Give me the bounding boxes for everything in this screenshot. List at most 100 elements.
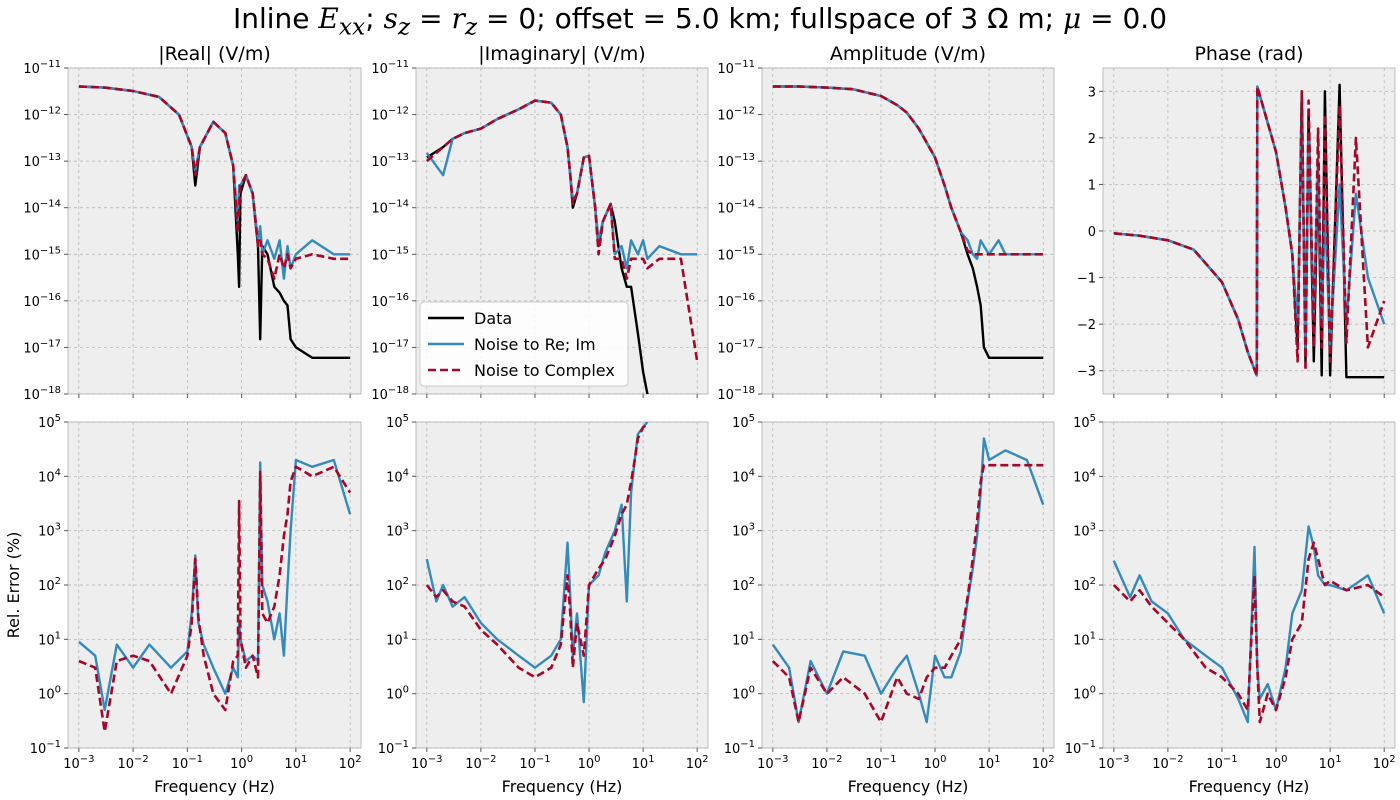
y-axis-label: Rel. Error (%) <box>4 532 23 639</box>
legend: Data Noise to Re; Im Noise to Complex <box>419 301 629 387</box>
series-noise-complex-line <box>78 85 351 280</box>
x-axis <box>1113 394 1385 398</box>
y-tick-label: 100 <box>386 685 409 703</box>
y-tick-label: 100 <box>38 685 61 703</box>
series-noise-complex-line <box>78 465 352 733</box>
panel-title: Amplitude (V/m) <box>830 43 986 65</box>
series-group <box>425 422 649 704</box>
y-tick-label: 10−18 <box>717 385 755 403</box>
x-tick-label: 102 <box>1032 754 1055 772</box>
y-tick-label: 10−18 <box>23 385 61 403</box>
series-noise-complex-line <box>425 423 649 679</box>
y-tick-label: 10−1 <box>1065 739 1096 757</box>
y-axis: −3 −2 −1 0 1 2 3 <box>1077 85 1103 380</box>
x-tick-label: 100 <box>230 754 253 772</box>
panel-1: 10−18 10−17 10−16 10−15 10−14 10−13 10−12 10−11… <box>23 43 362 403</box>
y-tick-label: 10−11 <box>371 59 409 77</box>
y-tick-label: 104 <box>1073 467 1096 485</box>
y-tick-label: 10−12 <box>371 106 409 124</box>
x-tick-label: 10−1 <box>519 754 550 772</box>
y-axis: 10−18 10−17 10−16 10−15 10−14 10−13 10−12 10−11 <box>23 59 68 403</box>
x-tick-label: 10−3 <box>757 754 788 772</box>
y-tick-label: 10−11 <box>23 59 61 77</box>
series-group <box>1113 83 1386 379</box>
y-tick-label: 10−17 <box>23 338 61 356</box>
x-axis-label: Frequency (Hz) <box>502 777 623 796</box>
x-tick-label: 10−1 <box>172 754 203 772</box>
x-tick-label: 102 <box>686 754 709 772</box>
x-tick-label: 102 <box>339 754 362 772</box>
x-tick-label: 10−1 <box>865 754 896 772</box>
y-tick-label: 102 <box>732 576 755 594</box>
y-tick-label: 10−13 <box>23 152 61 170</box>
figure-title: Inline Exx; sz = rz = 0; offset = 5.0 km… <box>232 2 1168 41</box>
y-tick-label: 101 <box>386 630 409 648</box>
panel-3: 10−18 10−17 10−16 10−15 10−14 10−13 10−12 10−11… <box>717 43 1055 403</box>
y-axis: 10−18 10−17 10−16 10−15 10−14 10−13 10−12 10−11 <box>371 59 416 403</box>
y-tick-label: 2 <box>1088 132 1096 147</box>
legend-label: Data <box>474 309 512 328</box>
x-tick-label: 10−1 <box>1206 754 1237 772</box>
series-group <box>772 85 1044 359</box>
x-axis <box>78 394 351 398</box>
y-tick-label: −3 <box>1077 365 1096 380</box>
series-noise-complex-line <box>771 463 1044 724</box>
y-axis: 10−1 100 101 102 103 104 105 <box>1065 413 1103 757</box>
y-tick-label: 10−1 <box>378 739 409 757</box>
y-tick-label: 105 <box>1073 413 1096 431</box>
series-group <box>425 99 699 394</box>
x-tick-label: 100 <box>924 754 947 772</box>
y-tick-label: 10−1 <box>30 739 61 757</box>
panel-title: Phase (rad) <box>1194 43 1303 65</box>
x-axis-label: Frequency (Hz) <box>154 777 275 796</box>
series-noise-complex-line <box>425 99 699 362</box>
y-tick-label: 102 <box>1073 576 1096 594</box>
x-tick-label: 101 <box>284 754 307 772</box>
y-tick-label: 10−13 <box>717 152 755 170</box>
y-tick-label: 10−15 <box>23 245 61 263</box>
y-tick-label: −1 <box>1077 272 1096 287</box>
y-tick-label: 0 <box>1088 225 1096 240</box>
x-axis: 10−3 10−2 10−1 100 101 102 <box>1098 748 1396 772</box>
x-tick-label: 101 <box>632 754 655 772</box>
x-axis-label: Frequency (Hz) <box>1189 777 1310 796</box>
x-tick-label: 10−2 <box>117 754 148 772</box>
x-tick-label: 10−2 <box>811 754 842 772</box>
x-axis-label: Frequency (Hz) <box>848 777 969 796</box>
y-tick-label: 102 <box>386 576 409 594</box>
x-axis: 10−3 10−2 10−1 100 101 102 <box>757 748 1055 772</box>
y-tick-label: 10−15 <box>371 245 409 263</box>
y-tick-label: 10−15 <box>717 245 755 263</box>
y-tick-label: 1 <box>1088 178 1096 193</box>
y-tick-label: 101 <box>38 630 61 648</box>
panel-title: |Imaginary| (V/m) <box>478 43 645 65</box>
plot-area <box>67 67 362 395</box>
series-noise-reim-line <box>771 437 1045 724</box>
series-noise-reim-line <box>425 422 649 704</box>
series-group <box>771 437 1045 724</box>
legend-box <box>419 301 629 387</box>
x-tick-label: 100 <box>578 754 601 772</box>
y-axis: 10−1 100 101 102 103 104 105 <box>724 413 762 757</box>
y-tick-label: 10−14 <box>23 199 61 217</box>
x-axis <box>426 394 698 398</box>
series-group <box>78 458 352 733</box>
y-tick-label: −2 <box>1077 318 1096 333</box>
y-axis: 10−1 100 101 102 103 104 105 <box>378 413 416 757</box>
y-axis: 10−1 100 101 102 103 104 105 <box>30 413 68 757</box>
y-tick-label: 10−13 <box>371 152 409 170</box>
y-tick-label: 105 <box>732 413 755 431</box>
y-tick-label: 10−16 <box>717 292 755 310</box>
legend-label: Noise to Re; Im <box>474 335 596 354</box>
y-tick-label: 103 <box>386 522 409 540</box>
y-tick-label: 100 <box>1073 685 1096 703</box>
y-tick-label: 102 <box>38 576 61 594</box>
y-tick-label: 101 <box>732 630 755 648</box>
y-tick-label: 104 <box>386 467 409 485</box>
y-tick-label: 10−14 <box>717 199 755 217</box>
y-tick-label: 10−17 <box>717 338 755 356</box>
y-tick-label: 104 <box>732 467 755 485</box>
